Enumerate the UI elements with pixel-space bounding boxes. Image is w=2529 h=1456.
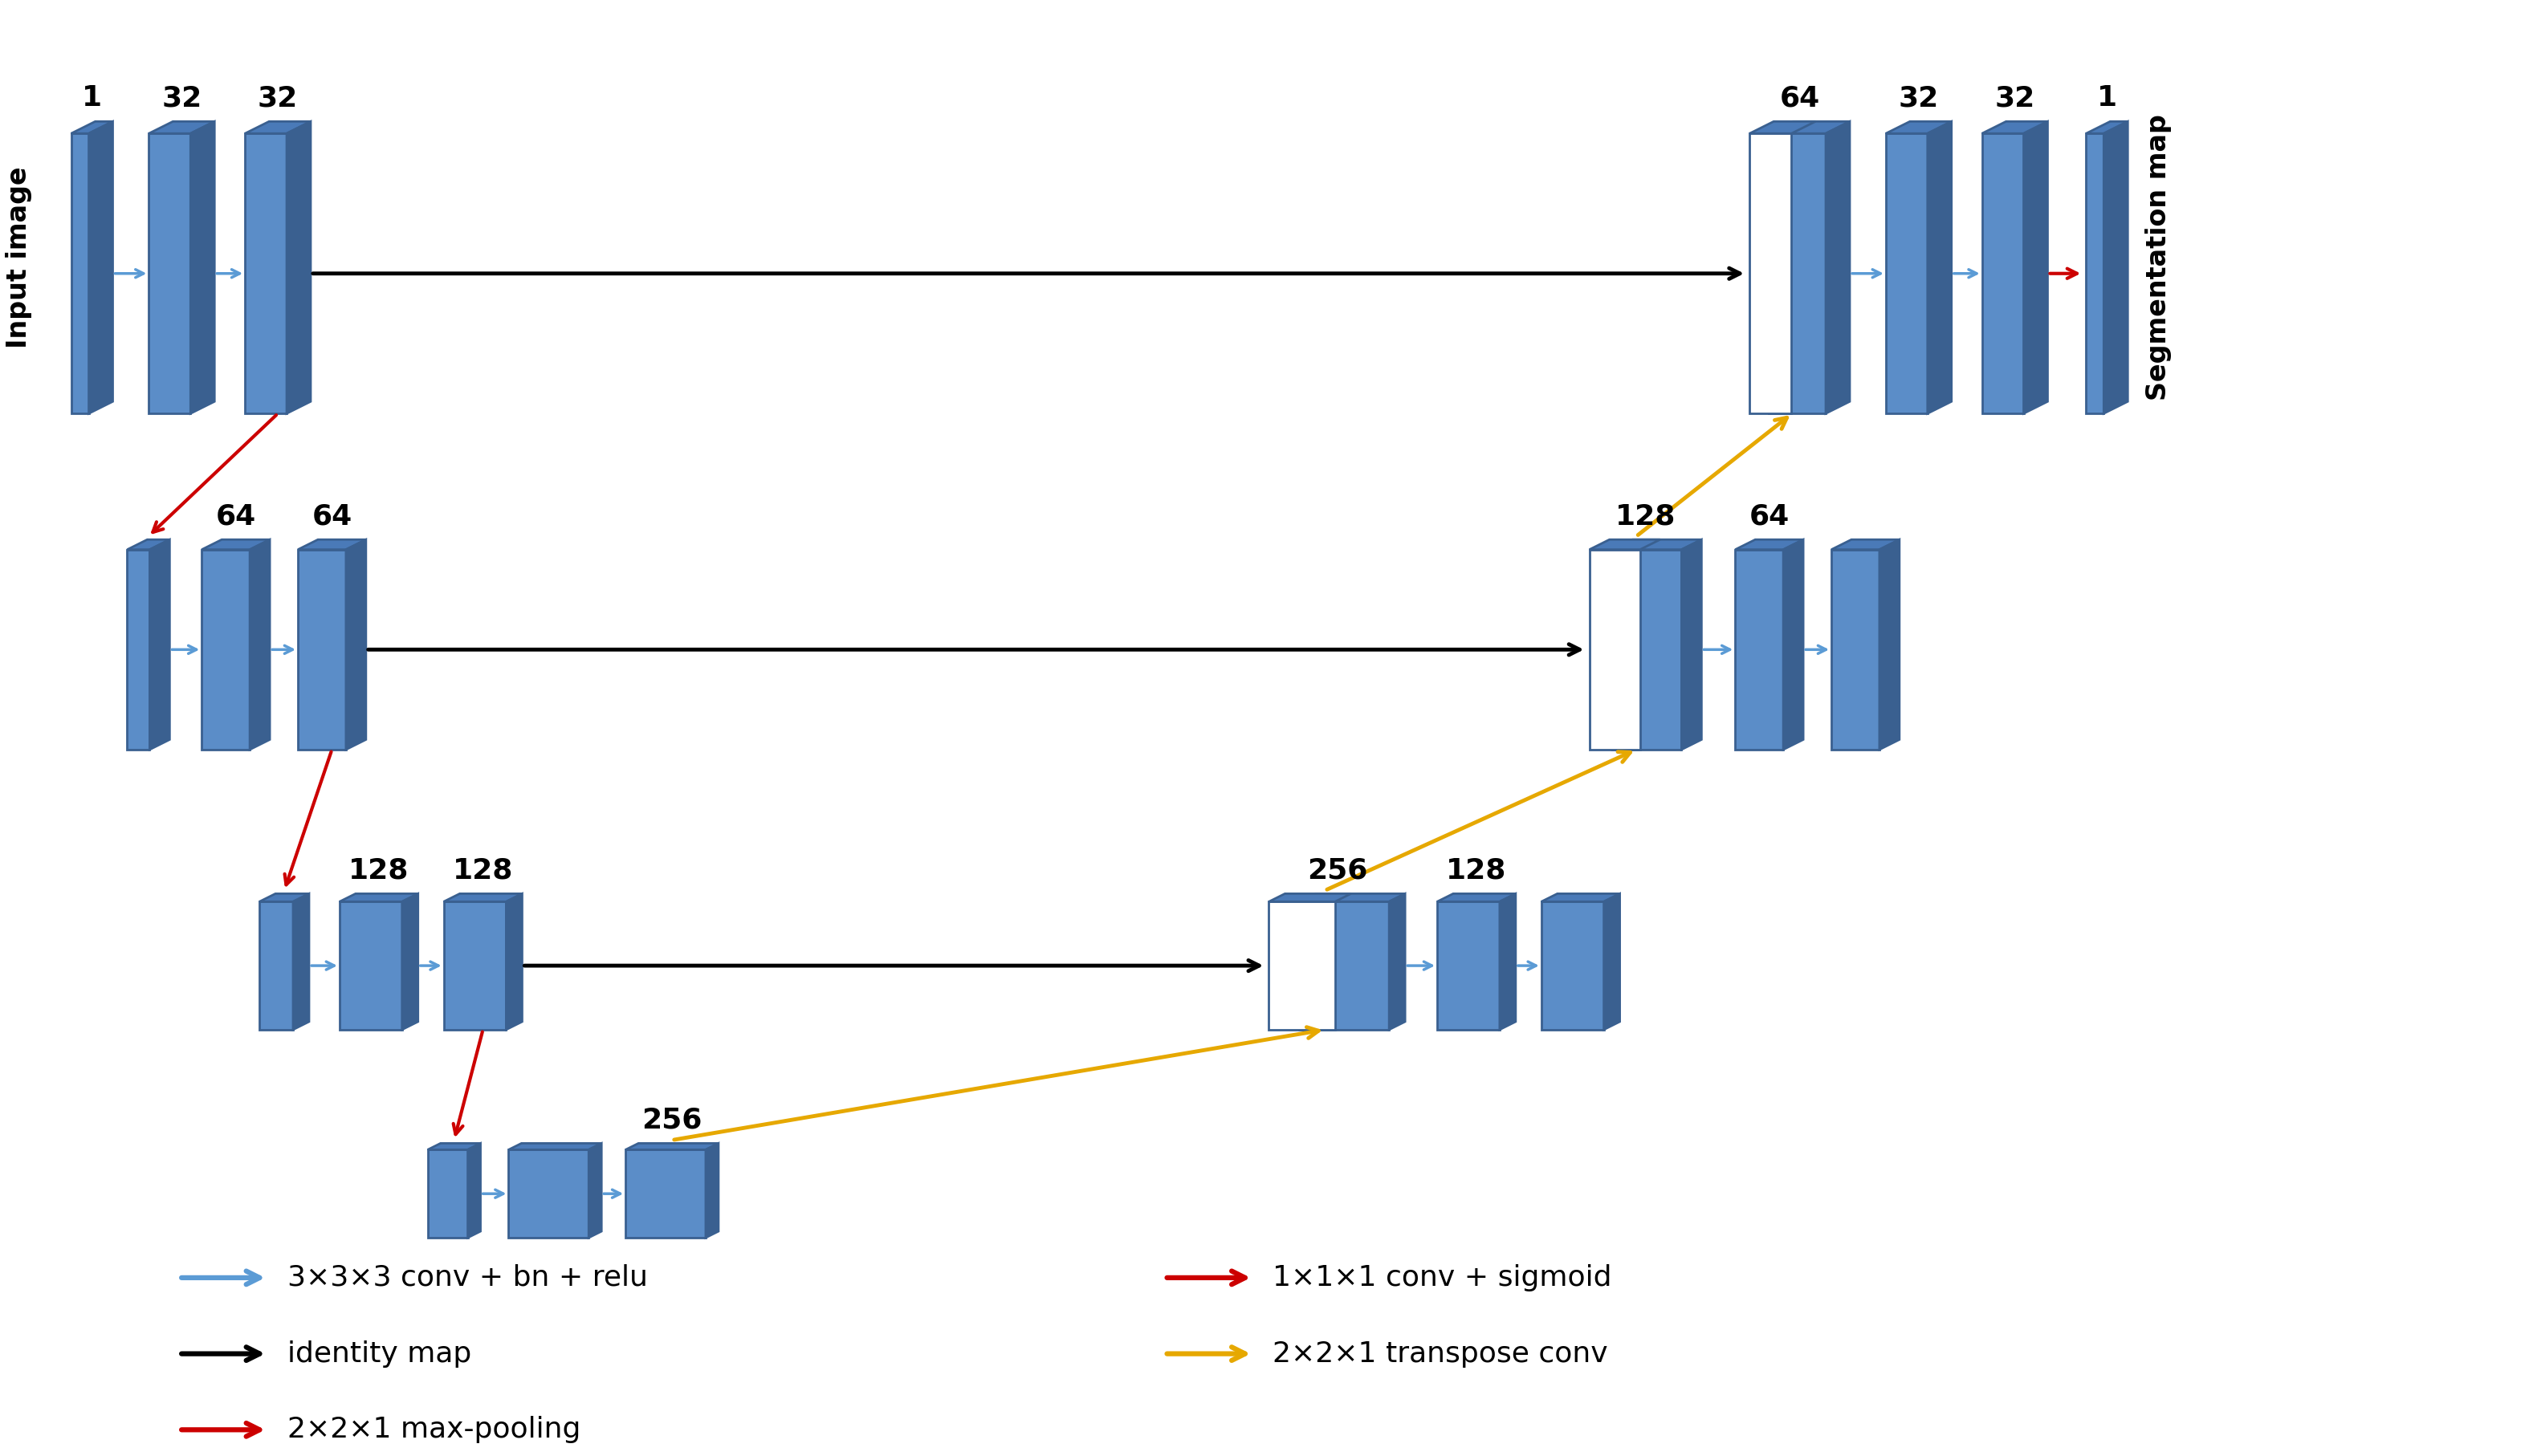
- Polygon shape: [1300, 901, 1388, 1029]
- Text: 32: 32: [1995, 84, 2036, 112]
- Polygon shape: [71, 121, 114, 134]
- Polygon shape: [625, 1143, 718, 1150]
- Polygon shape: [126, 549, 149, 750]
- Polygon shape: [443, 901, 506, 1029]
- Polygon shape: [1887, 134, 1927, 414]
- Polygon shape: [1983, 134, 2023, 414]
- Polygon shape: [298, 549, 346, 750]
- Text: 64: 64: [1750, 502, 1791, 530]
- Polygon shape: [1588, 549, 1641, 750]
- Text: 64: 64: [1780, 84, 1821, 112]
- Polygon shape: [1500, 894, 1515, 1029]
- Polygon shape: [89, 121, 114, 414]
- Polygon shape: [427, 1143, 481, 1150]
- Polygon shape: [1540, 901, 1603, 1029]
- Polygon shape: [506, 894, 521, 1029]
- Polygon shape: [2023, 121, 2048, 414]
- Text: 32: 32: [1899, 84, 1940, 112]
- Polygon shape: [1983, 121, 2048, 134]
- Polygon shape: [443, 894, 521, 901]
- Polygon shape: [1603, 894, 1621, 1029]
- Polygon shape: [1270, 901, 1335, 1029]
- Text: 128: 128: [349, 856, 410, 884]
- Text: 3×3×3 conv + bn + relu: 3×3×3 conv + bn + relu: [288, 1264, 647, 1291]
- Polygon shape: [339, 901, 402, 1029]
- Polygon shape: [1927, 121, 1952, 414]
- Polygon shape: [1436, 894, 1515, 901]
- Polygon shape: [149, 134, 190, 414]
- Polygon shape: [1783, 540, 1803, 750]
- Polygon shape: [1768, 134, 1826, 414]
- Polygon shape: [202, 549, 250, 750]
- Polygon shape: [427, 1150, 468, 1238]
- Polygon shape: [190, 121, 215, 414]
- Polygon shape: [625, 1150, 706, 1238]
- Polygon shape: [260, 901, 293, 1029]
- Polygon shape: [286, 121, 311, 414]
- Polygon shape: [260, 894, 309, 901]
- Polygon shape: [126, 540, 169, 549]
- Polygon shape: [508, 1150, 589, 1238]
- Polygon shape: [245, 134, 286, 414]
- Polygon shape: [1887, 121, 1952, 134]
- Polygon shape: [149, 121, 215, 134]
- Text: 256: 256: [1307, 856, 1368, 884]
- Polygon shape: [1735, 540, 1803, 549]
- Polygon shape: [1879, 540, 1899, 750]
- Polygon shape: [1831, 540, 1899, 549]
- Polygon shape: [1388, 894, 1406, 1029]
- Polygon shape: [71, 134, 89, 414]
- Text: 2×2×1 max-pooling: 2×2×1 max-pooling: [288, 1417, 582, 1443]
- Text: 32: 32: [258, 84, 298, 112]
- Text: 128: 128: [1447, 856, 1507, 884]
- Polygon shape: [346, 540, 367, 750]
- Polygon shape: [250, 540, 271, 750]
- Text: 256: 256: [642, 1107, 703, 1134]
- Polygon shape: [1682, 540, 1702, 750]
- Text: 128: 128: [1616, 502, 1677, 530]
- Polygon shape: [1750, 134, 1791, 414]
- Polygon shape: [1614, 549, 1682, 750]
- Polygon shape: [1735, 549, 1783, 750]
- Text: 1: 1: [81, 84, 101, 112]
- Polygon shape: [1614, 540, 1702, 549]
- Text: 128: 128: [453, 856, 513, 884]
- Polygon shape: [1750, 121, 1816, 134]
- Polygon shape: [1540, 894, 1621, 901]
- Polygon shape: [2086, 121, 2127, 134]
- Text: identity map: identity map: [288, 1340, 470, 1367]
- Polygon shape: [298, 540, 367, 549]
- Polygon shape: [1300, 894, 1406, 901]
- Polygon shape: [293, 894, 309, 1029]
- Polygon shape: [2104, 121, 2127, 414]
- Polygon shape: [339, 894, 417, 901]
- Text: 64: 64: [311, 502, 352, 530]
- Text: Segmentation map: Segmentation map: [2145, 114, 2172, 400]
- Polygon shape: [508, 1143, 602, 1150]
- Text: 32: 32: [162, 84, 202, 112]
- Polygon shape: [1436, 901, 1500, 1029]
- Text: 64: 64: [215, 502, 255, 530]
- Polygon shape: [1768, 121, 1849, 134]
- Text: 1: 1: [2097, 84, 2117, 112]
- Polygon shape: [402, 894, 417, 1029]
- Polygon shape: [202, 540, 271, 549]
- Polygon shape: [706, 1143, 718, 1238]
- Polygon shape: [245, 121, 311, 134]
- Polygon shape: [468, 1143, 481, 1238]
- Text: Input image: Input image: [5, 166, 33, 348]
- Polygon shape: [149, 540, 169, 750]
- Polygon shape: [1826, 121, 1849, 414]
- Text: 1×1×1 conv + sigmoid: 1×1×1 conv + sigmoid: [1272, 1264, 1611, 1291]
- Text: 2×2×1 transpose conv: 2×2×1 transpose conv: [1272, 1340, 1608, 1367]
- Polygon shape: [1831, 549, 1879, 750]
- Polygon shape: [589, 1143, 602, 1238]
- Polygon shape: [1588, 540, 1659, 549]
- Polygon shape: [2086, 134, 2104, 414]
- Polygon shape: [1270, 894, 1350, 901]
